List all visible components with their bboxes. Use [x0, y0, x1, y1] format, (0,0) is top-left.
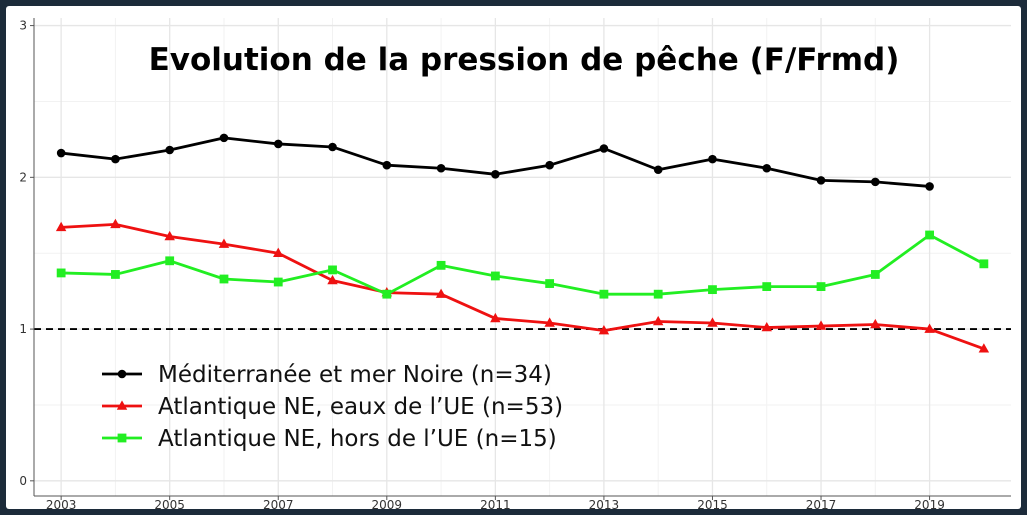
y-tick-label: 2: [19, 170, 27, 184]
data-point: [328, 142, 337, 152]
data-point: [544, 317, 555, 327]
legend-label: Atlantique NE, hors de l’UE (n=15): [158, 426, 557, 452]
data-point: [435, 288, 447, 298]
data-point: [979, 259, 989, 269]
y-tick-label: 1: [19, 322, 27, 336]
data-point: [490, 312, 501, 323]
line-chart: 0 1 2 3 2003 2005 2007 2009 2011 2013 2015 2017 201…: [19, 18, 1011, 509]
data-point: [708, 154, 717, 164]
data-point: [870, 270, 880, 279]
data-point: [273, 277, 283, 287]
data-point: [165, 145, 174, 155]
data-point: [599, 289, 609, 299]
y-axis-ticks: 0 1 2 3: [19, 19, 34, 488]
data-point: [652, 315, 664, 326]
data-point: [761, 321, 772, 332]
data-point: [653, 289, 663, 299]
legend-marker: [116, 400, 128, 410]
data-point: [273, 247, 284, 257]
legend-label: Méditerranée et mer Noire (n=34): [158, 362, 552, 388]
x-tick-label: 2019: [914, 498, 945, 509]
data-point: [328, 265, 337, 275]
x-tick-label: 2017: [806, 498, 837, 509]
data-point: [762, 282, 772, 291]
chart-frame: 0 1 2 3 2003 2005 2007 2009 2011 2013 2015 2017 201…: [6, 6, 1021, 509]
data-point: [545, 279, 555, 288]
minor-grid: [34, 18, 1011, 496]
axes: 0 1 2 3 2003 2005 2007 2009 2011 2013 2015 2017 201…: [19, 18, 1011, 509]
data-point: [598, 324, 610, 335]
x-tick-label: 2011: [480, 498, 511, 509]
data-point: [327, 274, 338, 285]
data-point: [219, 133, 229, 143]
x-tick-label: 2003: [46, 498, 77, 509]
legend-item-1: Méditerranée et mer Noire (n=34): [102, 362, 552, 388]
data-point: [436, 163, 446, 173]
data-point: [925, 230, 934, 240]
data-point: [653, 165, 663, 175]
data-point: [111, 154, 120, 164]
data-point: [56, 268, 66, 278]
legend-marker: [117, 433, 127, 443]
data-point: [218, 238, 230, 248]
x-tick-label: 2009: [372, 498, 403, 509]
data-point: [164, 230, 175, 241]
data-point: [219, 274, 229, 284]
series-layer: [55, 133, 990, 353]
data-point: [707, 317, 718, 327]
data-point: [599, 144, 609, 153]
data-point: [273, 139, 283, 149]
legend-item-2: Atlantique NE, eaux de l’UE (n=53): [102, 394, 563, 420]
data-point: [870, 318, 881, 329]
data-point: [545, 160, 554, 170]
x-axis-ticks: 2003 2005 2007 2009 2011 2013 2015 2017 2019: [46, 496, 945, 509]
chart-title: Evolution de la pression de pêche (F/Frm…: [149, 42, 900, 78]
data-point: [165, 256, 175, 266]
legend-label: Atlantique NE, eaux de l’UE (n=53): [158, 394, 563, 420]
x-tick-label: 2013: [589, 498, 620, 509]
legend-marker: [117, 369, 127, 379]
series-line: [61, 233, 985, 296]
data-point: [871, 177, 880, 187]
major-grid: [34, 18, 1011, 496]
data-point: [55, 221, 67, 232]
y-tick-label: 0: [19, 474, 27, 488]
legend: Méditerranée et mer Noire (n=34) Atlantiq…: [102, 362, 563, 452]
x-tick-label: 2015: [697, 498, 728, 509]
data-point: [491, 170, 500, 179]
data-point: [925, 182, 934, 191]
data-point: [436, 260, 446, 270]
data-point: [490, 271, 500, 281]
data-point: [708, 285, 717, 295]
data-point: [56, 148, 66, 158]
y-tick-label: 3: [19, 19, 27, 33]
x-tick-label: 2007: [263, 498, 294, 509]
data-point: [111, 270, 120, 279]
data-point: [816, 176, 826, 185]
series-2: [55, 218, 990, 353]
data-point: [382, 289, 392, 299]
data-point: [110, 218, 121, 229]
data-point: [978, 343, 990, 353]
series-1: [56, 133, 934, 191]
data-point: [816, 282, 826, 291]
data-point: [762, 163, 772, 173]
series-3: [56, 230, 989, 299]
x-tick-label: 2005: [154, 498, 185, 509]
data-point: [924, 323, 935, 333]
data-point: [815, 320, 827, 330]
legend-item-3: Atlantique NE, hors de l’UE (n=15): [102, 426, 557, 452]
series-line: [61, 222, 985, 351]
data-point: [382, 160, 392, 170]
